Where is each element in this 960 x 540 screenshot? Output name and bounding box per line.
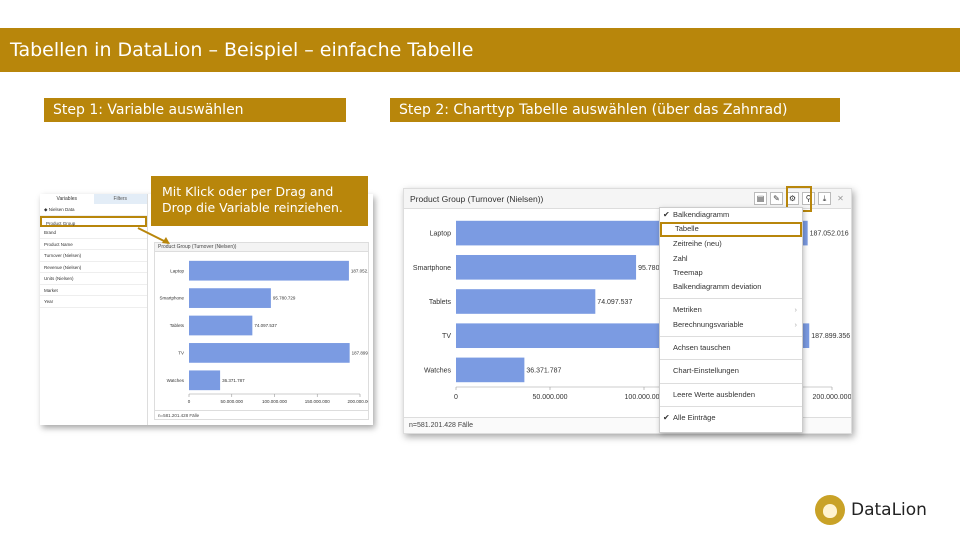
pencil-icon[interactable]: ✎ <box>770 192 783 205</box>
bar <box>189 315 253 336</box>
category-label: Laptop <box>430 231 452 238</box>
menu-item-metriken[interactable]: Metriken › <box>660 303 802 317</box>
bar <box>456 289 596 314</box>
menu-item-chart-einstellungen[interactable]: Chart-Einstellungen <box>673 366 739 376</box>
menu-divider <box>660 359 802 361</box>
bar <box>456 357 525 383</box>
value-label: 74.097.537 <box>254 323 277 328</box>
category-label: TV <box>178 350 184 355</box>
bar <box>189 370 221 391</box>
chevron-right-icon: › <box>794 319 798 329</box>
value-label: 36.371.787 <box>222 378 245 383</box>
mini-bar-chart: 0 50.000.000 100.000.000 150.000.000 200.000… <box>159 260 368 404</box>
value-label: 187.052.016 <box>351 268 368 273</box>
variable-item[interactable]: Market <box>40 285 147 296</box>
step1-screenshot: Variables Filters ◆ Nielsen Data Product… <box>40 194 373 425</box>
chart-settings-menu: ✔ Balkendiagramm Tabelle Zeitreihe (neu) … <box>659 207 803 433</box>
mini-chart-panel: Product Group (Turnover (Nielsen)) 0 50.0… <box>154 242 369 420</box>
x-tick-label: 100.000.000 <box>262 399 288 404</box>
x-tick-label: 0 <box>454 394 458 401</box>
value-label: 36.371.787 <box>526 367 561 374</box>
menu-item-balkendiagramm[interactable]: ✔ Balkendiagramm <box>660 208 802 222</box>
category-label: Smartphone <box>413 265 451 272</box>
datalion-logo: DataLion <box>815 495 927 525</box>
close-icon[interactable]: ✕ <box>837 194 844 203</box>
menu-item-balkendiagramm-deviation[interactable]: Balkendiagramm deviation <box>673 282 762 292</box>
menu-item-alle-eintraege[interactable]: ✔ Alle Einträge <box>660 411 802 425</box>
x-tick-label: 50.000.000 <box>220 399 243 404</box>
variable-list: ◆ Nielsen Data Product Group Brand Produ… <box>40 204 147 308</box>
variable-item[interactable]: ◆ Nielsen Data <box>40 204 147 216</box>
variable-item[interactable]: Year <box>40 296 147 308</box>
x-tick-label: 200.000.000 <box>813 394 851 401</box>
variable-item-product-group[interactable]: Product Group <box>40 215 147 227</box>
category-label: Tablets <box>429 299 452 306</box>
value-label: 187.899.356 <box>352 350 368 355</box>
category-label: Watches <box>424 367 451 374</box>
chevron-right-icon: › <box>794 305 798 315</box>
chart-title: Product Group (Turnover (Nielsen)) <box>404 189 851 209</box>
logo-text: DataLion <box>851 500 927 520</box>
variable-item[interactable]: Product Name <box>40 239 147 250</box>
variable-item[interactable]: Units (Nielsen) <box>40 273 147 285</box>
download-icon[interactable]: ⤓ <box>818 192 831 205</box>
variable-item[interactable]: Brand <box>40 227 147 239</box>
check-icon: ✔ <box>663 210 670 219</box>
category-label: Smartphone <box>159 296 184 301</box>
value-label: 74.097.537 <box>597 299 632 306</box>
table-icon[interactable]: ▤ <box>754 192 767 205</box>
value-label: 187.052.016 <box>810 231 849 238</box>
tab-filters[interactable]: Filters <box>93 194 147 204</box>
bar <box>189 288 271 308</box>
menu-item-achsen-tauschen[interactable]: Achsen tauschen <box>673 343 731 353</box>
tab-variables[interactable]: Variables <box>56 196 77 202</box>
menu-divider <box>660 405 802 407</box>
x-tick-label: 150.000.000 <box>305 399 331 404</box>
slide-title: Tabellen in DataLion – Beispiel – einfac… <box>0 28 960 72</box>
value-label: 95.780.729 <box>638 265 673 272</box>
x-tick-label: 0 <box>188 399 191 404</box>
step1-label: Step 1: Variable auswählen <box>44 98 346 122</box>
value-label: 95.780.729 <box>273 296 296 301</box>
check-icon: ✔ <box>663 412 670 422</box>
value-label: 187.899.356 <box>811 333 850 340</box>
menu-item-zahl[interactable]: Zahl <box>673 253 688 263</box>
menu-item-zeitreihe[interactable]: Zeitreihe (neu) <box>673 239 722 249</box>
variables-panel: Variables Filters ◆ Nielsen Data Product… <box>40 194 148 425</box>
category-label: Laptop <box>170 268 184 273</box>
category-label: TV <box>442 333 451 340</box>
step2-label: Step 2: Charttyp Tabelle auswählen (über… <box>390 98 840 122</box>
menu-item-tabelle[interactable]: Tabelle <box>660 222 802 238</box>
drag-drop-callout: Mit Klick oder per Drag and Drop die Var… <box>151 176 368 226</box>
mini-chart-footer: n=581.201.428 Fälle <box>155 410 368 419</box>
x-tick-label: 100.000.000 <box>625 394 664 401</box>
lion-icon <box>815 495 845 525</box>
variable-item[interactable]: Turnover (Nielsen) <box>40 250 147 262</box>
x-tick-label: 50.000.000 <box>532 394 567 401</box>
category-label: Tablets <box>170 323 185 328</box>
menu-item-leere-werte[interactable]: Leere Werte ausblenden <box>673 389 756 399</box>
category-label: Watches <box>167 378 185 383</box>
menu-item-berechnungsvariable[interactable]: Berechnungsvariable › <box>660 318 802 332</box>
menu-divider <box>660 336 802 338</box>
menu-divider <box>660 382 802 384</box>
menu-divider <box>660 298 802 300</box>
mini-chart-title: Product Group (Turnover (Nielsen)) <box>155 243 368 252</box>
bar <box>189 260 349 281</box>
x-tick-label: 200.000.000 <box>347 399 368 404</box>
menu-item-treemap[interactable]: Treemap <box>673 267 703 277</box>
variable-item[interactable]: Revenue (Nielsen) <box>40 262 147 273</box>
bar <box>189 343 350 363</box>
bar <box>456 254 637 280</box>
